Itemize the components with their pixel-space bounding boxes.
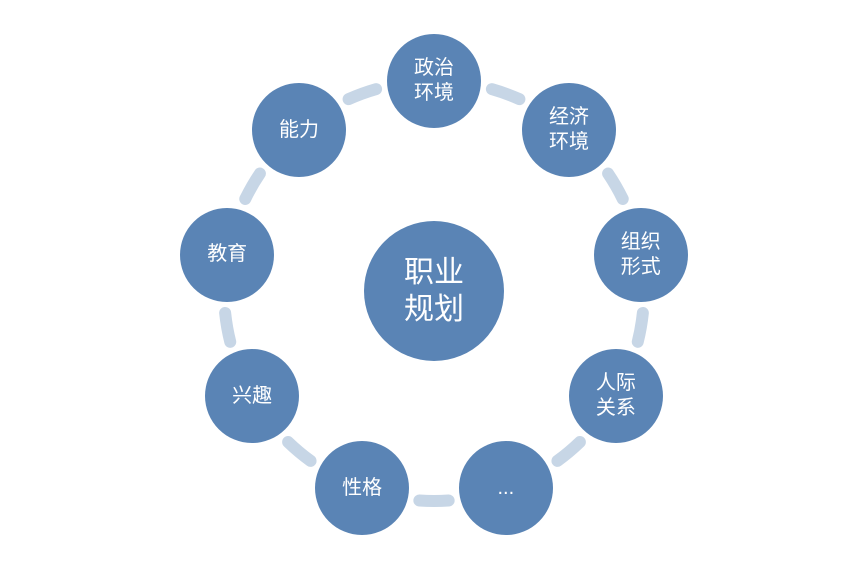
ring-arc xyxy=(349,89,377,99)
ring-arc xyxy=(419,500,448,501)
outer-node-label: 政治 环境 xyxy=(414,56,454,106)
ring-arc xyxy=(225,313,230,342)
outer-node-label: 教育 xyxy=(207,242,247,267)
center-label: 职业 规划 xyxy=(404,254,464,329)
outer-node-label: 性格 xyxy=(342,476,382,501)
outer-node: 性格 xyxy=(315,441,409,535)
ring-arc xyxy=(288,442,310,461)
outer-node: 经济 环境 xyxy=(522,83,616,177)
center-node: 职业 规划 xyxy=(364,221,504,361)
ring-arc xyxy=(492,89,520,99)
outer-node-label: 人际 关系 xyxy=(596,371,636,421)
outer-node: 人际 关系 xyxy=(569,349,663,443)
outer-node: 能力 xyxy=(252,83,346,177)
ring-arc xyxy=(638,313,643,342)
outer-node: ... xyxy=(459,441,553,535)
ring-arc xyxy=(557,442,579,461)
outer-node: 教育 xyxy=(180,208,274,302)
outer-node-label: 能力 xyxy=(279,118,319,143)
outer-node-label: 兴趣 xyxy=(232,384,272,409)
ring-arc xyxy=(608,174,623,199)
diagram-stage: 职业 规划 政治 环境经济 环境组织 形式人际 关系... 性格 兴趣 教育 能力 xyxy=(0,0,868,583)
outer-node: 政治 环境 xyxy=(387,34,481,128)
ring-arc xyxy=(245,174,260,199)
outer-node-label: ... xyxy=(497,476,514,501)
outer-node: 组织 形式 xyxy=(594,208,688,302)
outer-node: 兴趣 xyxy=(205,349,299,443)
outer-node-label: 经济 环境 xyxy=(549,105,589,155)
outer-node-label: 组织 形式 xyxy=(621,230,661,280)
